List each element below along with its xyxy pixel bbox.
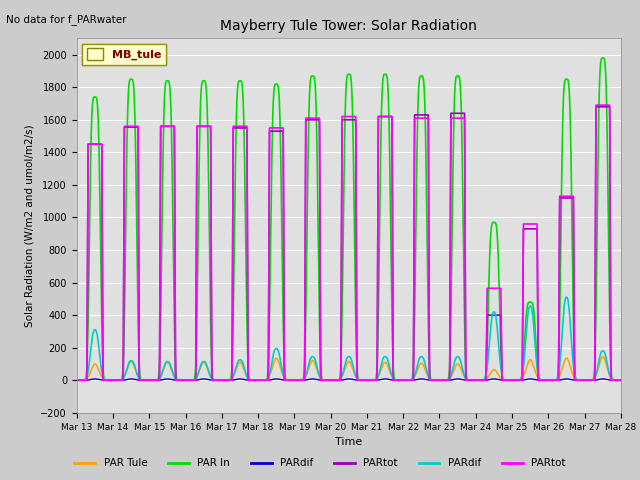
PARtot xyxy=(73,377,81,383)
PARtot xyxy=(502,377,509,383)
PARtot xyxy=(502,377,509,383)
PARdif xyxy=(441,377,449,383)
PARdif xyxy=(563,294,570,300)
PARtot xyxy=(471,377,479,383)
PARtot xyxy=(592,104,600,109)
PAR Tule xyxy=(73,377,81,383)
Y-axis label: Solar Radiation (W/m2 and umol/m2/s): Solar Radiation (W/m2 and umol/m2/s) xyxy=(25,124,35,327)
Line: PARdif: PARdif xyxy=(77,379,621,380)
Legend: MB_tule: MB_tule xyxy=(83,44,166,64)
PARtot xyxy=(616,377,624,383)
PAR Tule xyxy=(171,374,179,380)
Line: PAR Tule: PAR Tule xyxy=(77,357,621,380)
PARtot xyxy=(617,377,625,383)
PAR In xyxy=(599,55,607,61)
PARdif xyxy=(441,377,449,383)
PAR Tule xyxy=(472,377,480,383)
Text: No data for f_PARwater: No data for f_PARwater xyxy=(6,14,127,25)
PARdif xyxy=(502,377,509,383)
PAR Tule xyxy=(502,377,509,383)
PARdif xyxy=(91,376,99,382)
PAR In xyxy=(440,377,448,383)
PARdif xyxy=(616,377,624,383)
Legend: PAR Tule, PAR In, PARdif, PARtot, PARdif, PARtot: PAR Tule, PAR In, PARdif, PARtot, PARdif… xyxy=(70,454,570,472)
PARdif xyxy=(616,377,624,383)
PARdif xyxy=(471,377,479,383)
PARtot xyxy=(471,377,479,383)
Line: PARtot: PARtot xyxy=(77,107,621,380)
PAR In xyxy=(616,377,624,383)
PARdif xyxy=(502,377,509,383)
PAR In xyxy=(73,377,81,383)
PAR In xyxy=(502,377,509,383)
Line: PARdif: PARdif xyxy=(77,297,621,380)
PARtot xyxy=(440,377,448,383)
PARtot xyxy=(171,161,179,167)
PARtot xyxy=(171,161,179,167)
PAR In xyxy=(617,377,625,383)
PARdif xyxy=(182,377,189,383)
PARdif xyxy=(171,374,179,380)
PARtot xyxy=(73,377,81,383)
PARdif xyxy=(329,377,337,383)
PAR In xyxy=(328,377,336,383)
PARtot xyxy=(592,102,600,108)
Line: PAR In: PAR In xyxy=(77,58,621,380)
Title: Mayberry Tule Tower: Solar Radiation: Mayberry Tule Tower: Solar Radiation xyxy=(220,19,477,33)
PAR Tule xyxy=(617,377,625,383)
PARdif xyxy=(471,377,479,383)
PARtot xyxy=(617,377,625,383)
PARdif xyxy=(329,377,337,383)
PARtot xyxy=(616,377,624,383)
PARdif xyxy=(617,377,625,383)
PARdif xyxy=(73,377,81,383)
PAR Tule xyxy=(440,377,448,383)
PAR Tule xyxy=(616,377,624,383)
Line: PARtot: PARtot xyxy=(77,105,621,380)
PAR Tule xyxy=(599,354,607,360)
PAR In xyxy=(471,377,479,383)
PAR Tule xyxy=(328,377,336,383)
PARtot xyxy=(328,377,336,383)
PAR In xyxy=(171,327,179,333)
PARdif xyxy=(73,377,81,383)
PAR In xyxy=(508,377,516,383)
X-axis label: Time: Time xyxy=(335,437,362,447)
PAR Tule xyxy=(471,377,479,383)
PARtot xyxy=(440,377,448,383)
PARtot xyxy=(328,377,336,383)
PARdif xyxy=(617,377,625,383)
PARdif xyxy=(171,377,179,383)
